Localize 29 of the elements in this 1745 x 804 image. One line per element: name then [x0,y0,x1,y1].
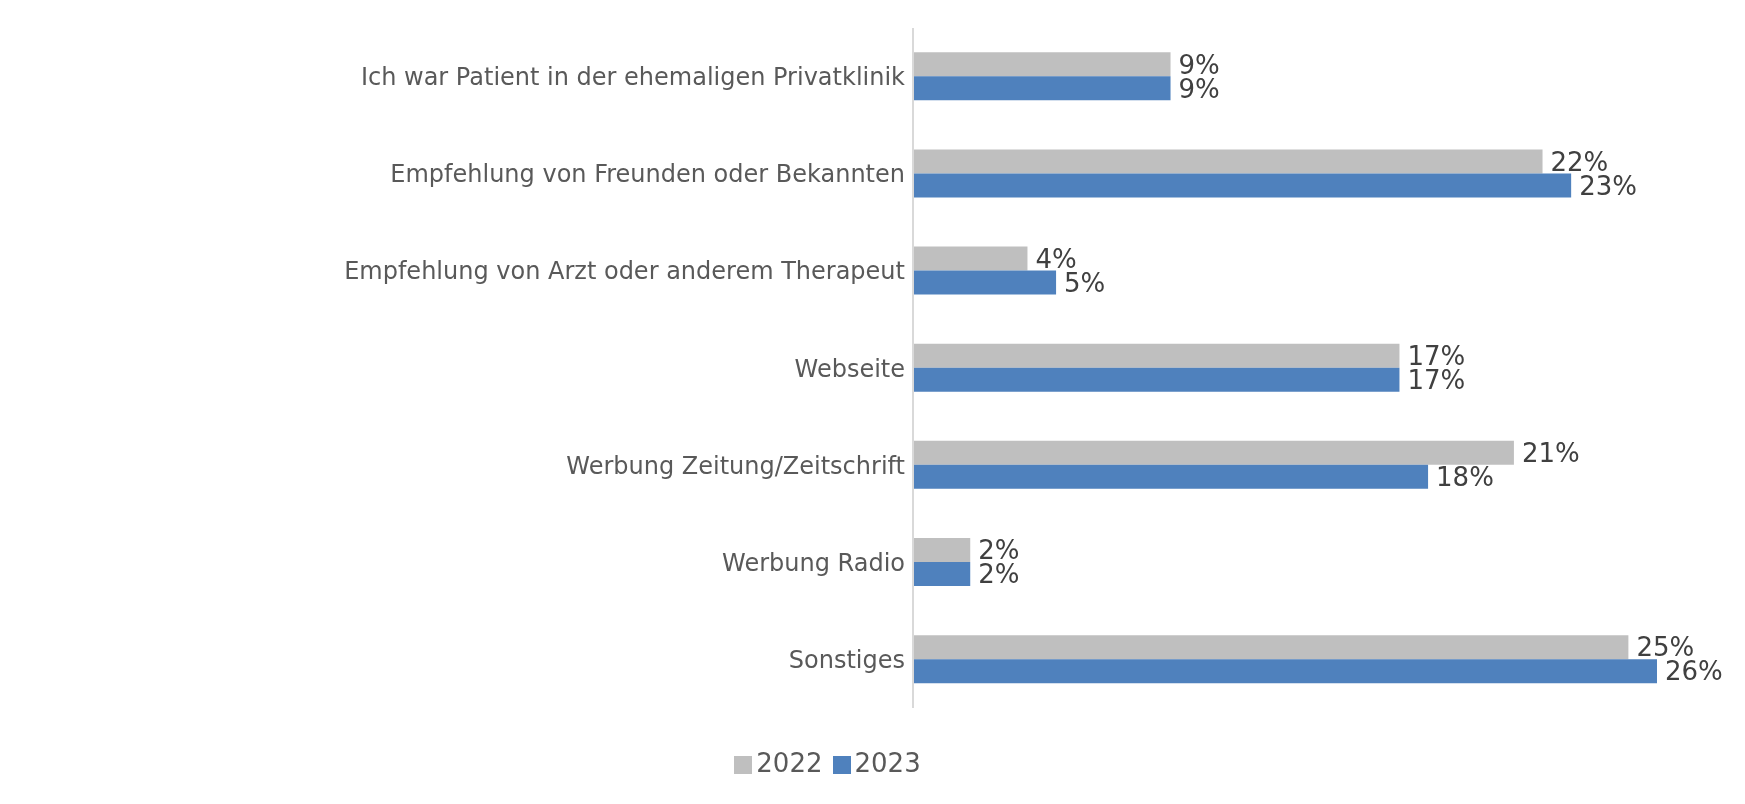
bar [913,52,1171,77]
legend-label: 2023 [854,748,921,778]
bar [913,149,1543,174]
data-label: 18% [1436,462,1494,493]
bar [913,246,1028,271]
y-tick-label: Sonstiges [788,645,905,674]
data-label: 5% [1064,267,1106,298]
bar [913,440,1514,465]
bar [913,659,1657,684]
bar [913,270,1057,295]
legend-label: 2022 [756,748,823,778]
y-tick-label: Werbung Zeitung/Zeitschrift [566,451,905,480]
bar [913,464,1429,489]
bar [913,562,971,586]
y-tick-label: Ich war Patient in der ehemaligen Privatklinik [360,63,906,92]
bar [913,173,1572,198]
data-label: 21% [1521,438,1580,469]
bar [913,538,971,562]
y-tick-label: Empfehlung von Freunden oder Bekannten [390,160,905,189]
data-label: 23% [1579,170,1637,201]
bar [913,76,1171,101]
data-label: 17% [1407,364,1466,395]
bar [913,343,1400,368]
y-tick-label: Empfehlung von Arzt oder anderem Therapeut [344,257,905,286]
y-tick-label: Werbung Radio [722,548,905,577]
data-label: 9% [1178,73,1220,104]
y-tick-label: Webseite [794,354,905,383]
bar [913,635,1629,660]
bar [913,367,1400,392]
